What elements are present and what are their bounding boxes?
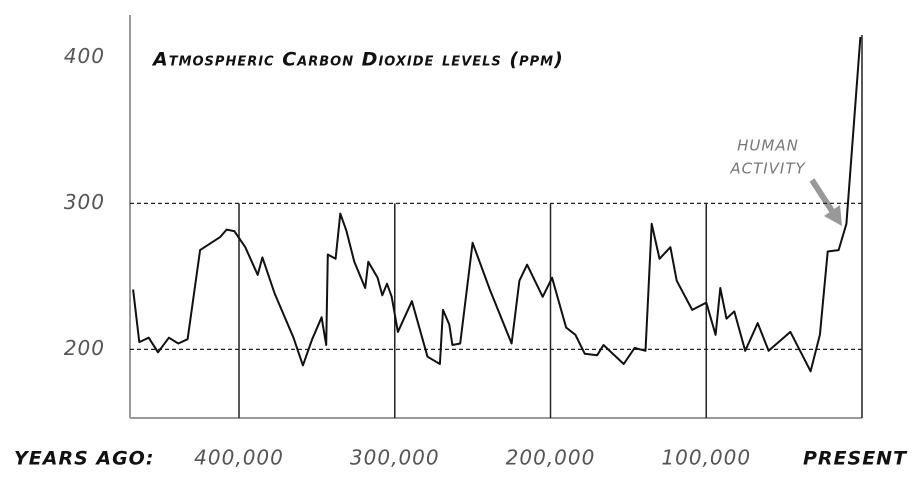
annotation-arrowhead — [824, 205, 842, 226]
y-tick-label: 200 — [64, 336, 105, 360]
annotation-arrow — [809, 178, 837, 216]
annotation-line: HUMAN — [737, 137, 799, 155]
x-tick-label: 300,000 — [350, 446, 440, 470]
x-tick-label: PRESENT — [803, 448, 908, 470]
y-tick-label: 400 — [64, 44, 105, 68]
data-line — [132, 36, 862, 373]
annotation-line: ACTIVITY — [729, 160, 806, 178]
chart-title: Atmospheric Carbon Dioxide levels (ppm) — [151, 49, 564, 71]
x-tick-label: 200,000 — [506, 446, 596, 470]
x-axis-label: YEARS AGO: — [14, 448, 154, 470]
y-tick-label: 300 — [64, 190, 105, 214]
x-tick-label: 400,000 — [194, 446, 284, 470]
x-tick-label: 100,000 — [661, 446, 751, 470]
